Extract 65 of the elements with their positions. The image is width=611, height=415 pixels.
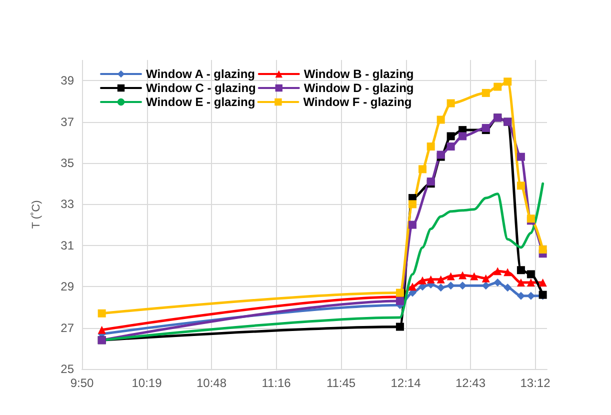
x-tick-label: 11:16 (262, 376, 292, 390)
legend-label: Window D - glazing (304, 81, 414, 95)
point (526, 270, 535, 278)
x-tick-label: 12:14 (390, 376, 422, 390)
legend-label: Window F - glazing (303, 95, 412, 109)
y-tick-label: 31 (60, 238, 74, 252)
point (446, 282, 455, 290)
point (446, 99, 455, 108)
point (446, 142, 455, 151)
point (408, 200, 417, 208)
point (396, 297, 404, 306)
point (446, 132, 455, 140)
x-tick-label: 10:19 (132, 376, 162, 390)
point (458, 132, 467, 140)
y-tick-label: 37 (60, 114, 74, 129)
point (516, 266, 525, 274)
point (446, 272, 455, 280)
point (526, 278, 535, 286)
point (408, 282, 417, 291)
legend-label: Window C - glazing (146, 81, 256, 95)
y-tick-label: 29 (60, 280, 74, 294)
point (494, 278, 502, 286)
point (482, 282, 490, 290)
x-tick-label: 9:50 (70, 376, 94, 390)
y-tick-label: 35 (60, 156, 74, 170)
point (436, 275, 445, 284)
point (426, 275, 435, 284)
point (418, 165, 426, 174)
x-tick-label: 12:43 (455, 376, 486, 390)
y-tick-label: 33 (60, 197, 74, 212)
point (538, 246, 547, 254)
point (436, 284, 445, 292)
point (436, 116, 445, 124)
point (516, 182, 525, 190)
point (516, 292, 525, 300)
point (426, 142, 435, 151)
point (458, 271, 467, 280)
point (494, 267, 502, 276)
x-tick-label: 10:48 (196, 376, 227, 390)
point (396, 288, 404, 297)
point (396, 322, 404, 331)
x-tick-label: 11:45 (326, 376, 356, 390)
point (98, 326, 106, 334)
y-tick-label: 39 (60, 74, 74, 88)
legend-label: Window E - glazing (146, 95, 256, 109)
point (516, 152, 525, 161)
y-axis-title: T (˚C) (30, 200, 42, 229)
point (504, 268, 512, 276)
point (504, 284, 512, 292)
point (470, 272, 478, 280)
point (482, 88, 490, 97)
point (408, 220, 417, 229)
point (482, 274, 490, 282)
point (482, 124, 490, 132)
point (538, 278, 547, 286)
y-tick-label: 27 (60, 320, 74, 335)
x-tick-label: 13:12 (520, 376, 551, 390)
legend-label: Window A - glazing (146, 67, 255, 81)
y-tick-label: 25 (60, 362, 74, 376)
legend-label: Window B - glazing (304, 67, 414, 81)
point (98, 309, 106, 318)
point (418, 276, 426, 284)
point (494, 82, 502, 91)
point (504, 78, 512, 86)
point (516, 278, 525, 286)
